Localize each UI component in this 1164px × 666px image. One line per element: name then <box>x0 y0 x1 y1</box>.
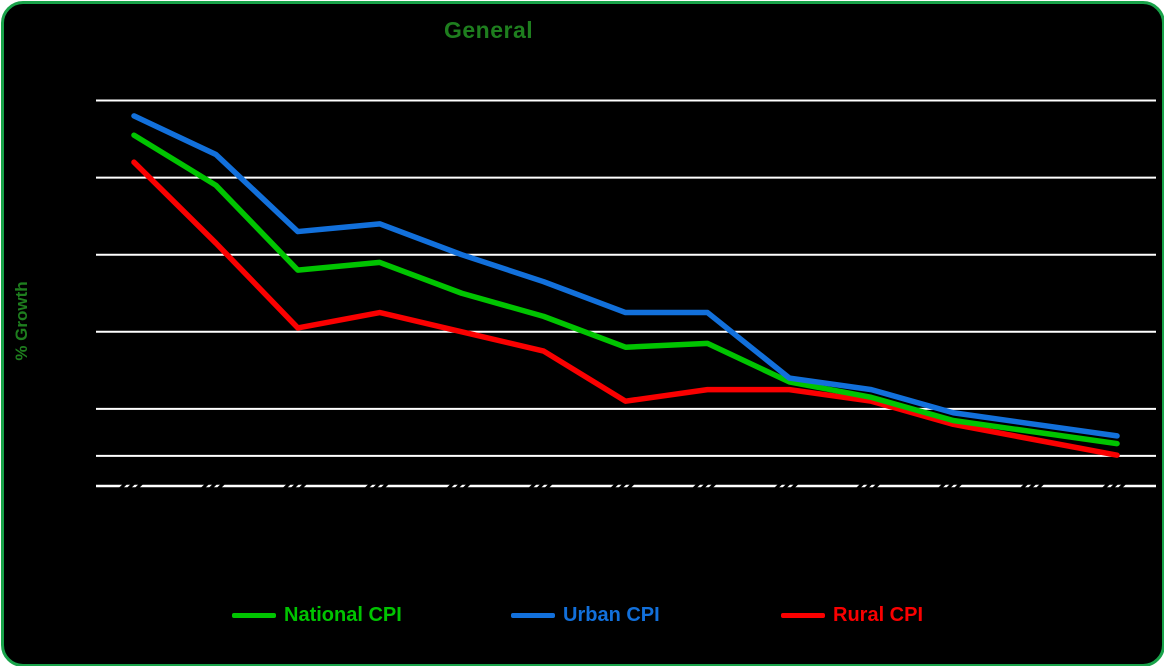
x-tick-label-mark <box>608 480 621 492</box>
x-tick-label-mark <box>936 480 948 492</box>
series-line-rural-cpi <box>131 159 1120 458</box>
x-tick-label-mark <box>944 480 956 492</box>
x-tick-label-mark <box>1100 480 1112 492</box>
x-tick-label-mark <box>1108 480 1120 492</box>
x-tick-label-mark <box>526 480 539 492</box>
x-tick-label-mark <box>445 480 457 492</box>
x-tick-label-mark <box>371 480 383 492</box>
x-tick-label-mark <box>780 480 792 492</box>
legend-label: Rural CPI <box>833 604 924 626</box>
chart-canvas <box>96 99 1156 492</box>
x-tick-label-mark <box>453 480 465 492</box>
x-tick-label-mark <box>544 481 553 491</box>
x-tick-label-mark <box>626 481 635 491</box>
x-tick-label-mark <box>1117 481 1127 491</box>
x-tick-label-mark <box>790 481 799 491</box>
legend-item-urban-cpi: Urban CPI <box>511 604 660 627</box>
chart-title: General <box>444 17 534 43</box>
x-tick-label-mark <box>1035 481 1045 491</box>
legend-item-national-cpi: National CPI <box>232 604 402 627</box>
x-tick-label-mark <box>1018 480 1030 492</box>
national-cpi-line-swatch-icon <box>232 613 276 618</box>
x-tick-label-mark <box>854 480 866 492</box>
x-tick-label-mark <box>534 480 547 492</box>
x-tick-label-mark <box>1026 480 1038 492</box>
x-tick-label-mark <box>134 481 144 491</box>
legend-item-rural-cpi: Rural CPI <box>781 604 923 627</box>
x-tick-label-mark <box>708 481 717 491</box>
x-tick-label-mark <box>954 481 963 491</box>
x-tick-label-mark <box>289 480 301 492</box>
x-tick-label-mark <box>690 480 703 492</box>
x-tick-label-mark <box>862 480 874 492</box>
urban-cpi-line-swatch-icon <box>511 613 555 618</box>
x-tick-label-mark <box>872 481 881 491</box>
x-tick-label-mark <box>616 480 629 492</box>
series-line-urban-cpi <box>131 113 1120 439</box>
x-tick-label-mark <box>199 480 211 492</box>
x-tick-label-mark <box>216 481 226 491</box>
x-tick-label-mark <box>380 481 389 491</box>
x-tick-label-mark <box>698 480 711 492</box>
x-tick-label-mark <box>298 481 307 491</box>
x-tick-label-mark <box>772 480 784 492</box>
x-tick-label-mark <box>207 480 219 492</box>
x-tick-label-mark <box>125 480 137 492</box>
x-tick-label-mark <box>281 480 293 492</box>
x-tick-label-mark <box>117 480 129 492</box>
rural-cpi-line-swatch-icon <box>781 613 825 618</box>
legend-label: National CPI <box>284 604 402 626</box>
series-line-national-cpi <box>131 132 1120 447</box>
x-tick-label-mark <box>363 480 375 492</box>
legend-label: Urban CPI <box>563 604 660 626</box>
x-tick-label-mark <box>462 481 471 491</box>
